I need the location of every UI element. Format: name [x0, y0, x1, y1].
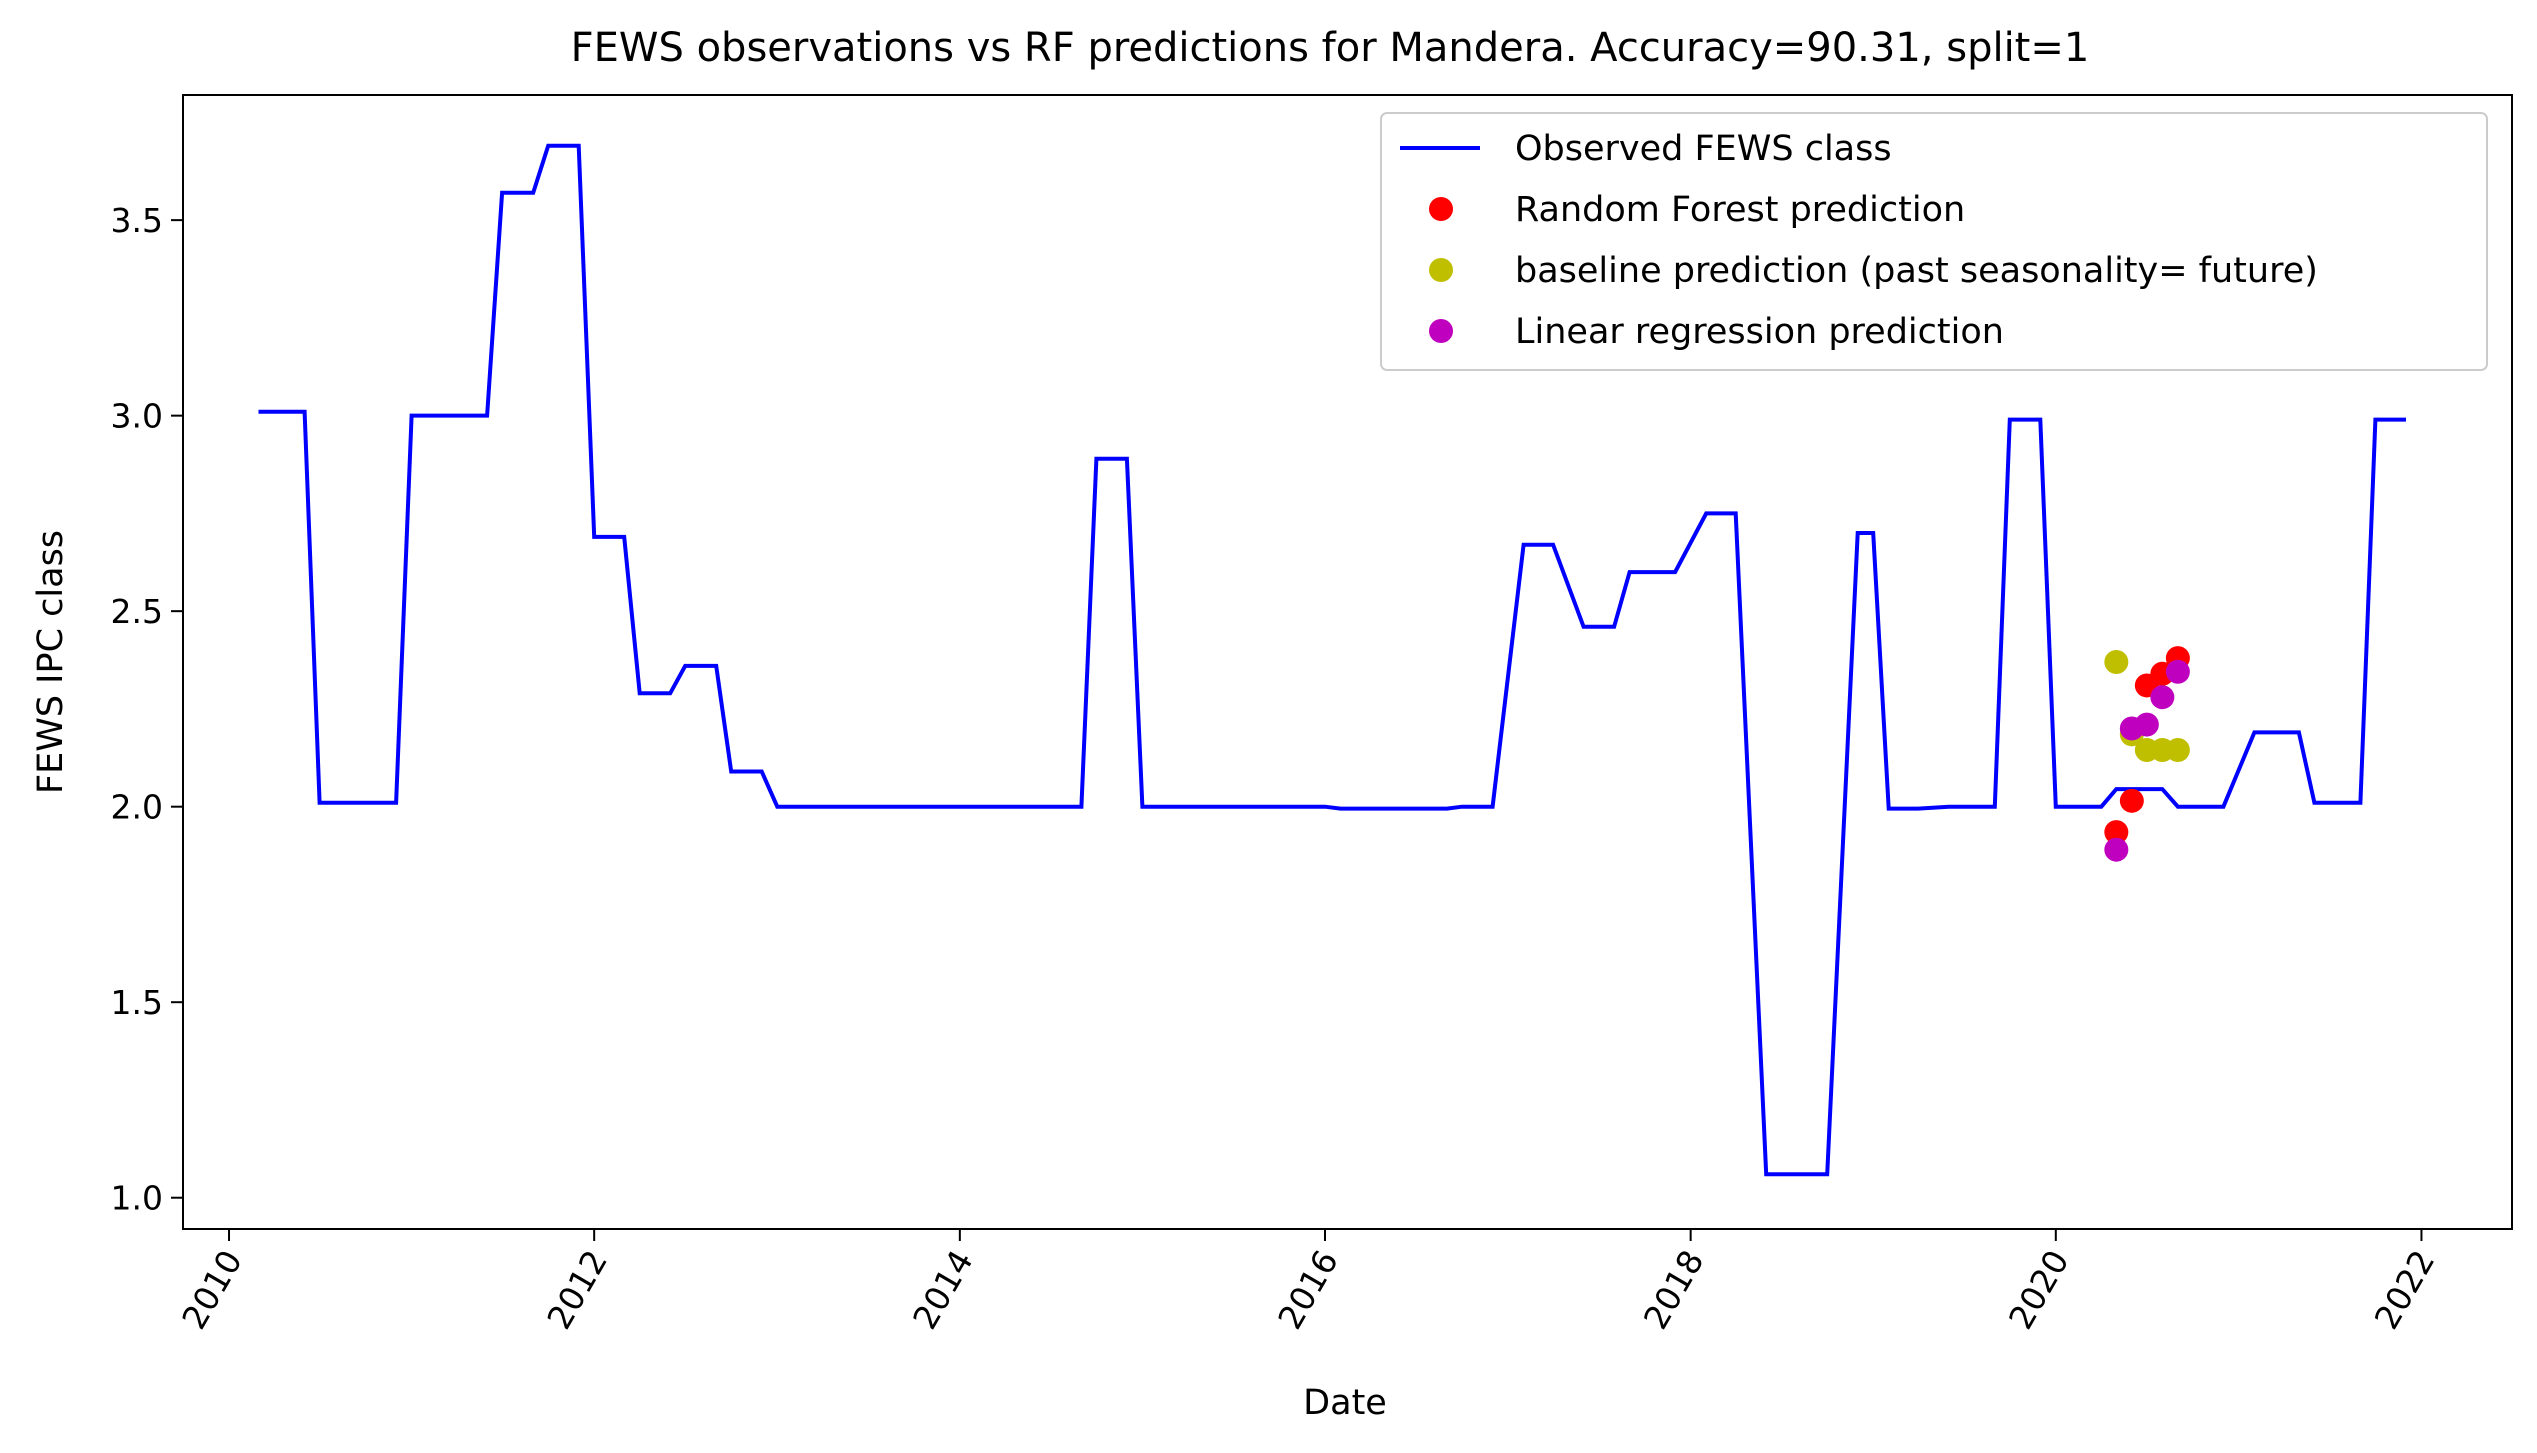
data-point-series-3 — [2165, 659, 2190, 684]
plot-area — [258, 143, 2406, 1177]
plot-frame — [182, 94, 2513, 1230]
data-point-series-2 — [2104, 650, 2129, 674]
legend-swatch-marker — [1429, 258, 1453, 282]
x-axis-label: Date — [1303, 1383, 1387, 1423]
y-tick-label: 2.0 — [111, 788, 163, 827]
y-tick-label: 1.5 — [111, 983, 163, 1022]
y-tick-label: 3.5 — [111, 201, 163, 240]
legend-entry-label: Linear regression prediction — [1515, 312, 2004, 352]
data-point-series-1 — [2104, 820, 2129, 845]
series-line-observed — [258, 143, 2406, 1177]
legend-swatch-marker — [1429, 197, 1453, 221]
data-point-series-1 — [2119, 788, 2144, 813]
y-tick-label: 3.0 — [111, 397, 163, 436]
y-axis-label: FEWS IPC class — [31, 530, 71, 794]
legend-entry-label: baseline prediction (past seasonality= f… — [1515, 251, 2318, 291]
chart-title: FEWS observations vs RF predictions for … — [571, 25, 2090, 71]
legend-entry-label: Observed FEWS class — [1515, 129, 1892, 169]
y-tick-label: 2.5 — [111, 592, 163, 631]
y-axis: 1.0 1.5 2.0 2.5 3.0 3.5 — [111, 201, 183, 1218]
y-tick-label: 1.0 — [111, 1179, 163, 1218]
data-point-series-2 — [2165, 737, 2190, 762]
legend-swatch-marker — [1429, 319, 1453, 343]
data-point-series-3 — [2134, 712, 2159, 737]
data-point-series-3 — [2150, 685, 2175, 710]
legend-frame — [1380, 112, 2488, 371]
data-point-series-3 — [2104, 837, 2129, 862]
legend: Observed FEWS class Random Forest predict… — [1380, 112, 2488, 371]
legend-entry-label: Random Forest prediction — [1515, 190, 1965, 230]
